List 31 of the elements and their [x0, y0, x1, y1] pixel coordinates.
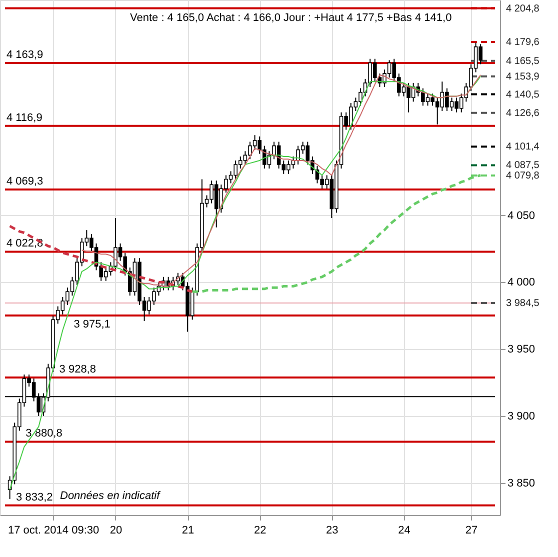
- ref-line-label: 4 153,9: [506, 71, 540, 82]
- x-tick-label: 21: [182, 524, 194, 536]
- ref-line-label: 4 069,3: [6, 176, 44, 188]
- ref-line-label: 3 975,1: [74, 318, 110, 331]
- ref-line-label: 4 116,9: [6, 112, 42, 124]
- y-tick-label: 4 050: [508, 210, 536, 222]
- ref-line-label: 4 101,4: [506, 142, 540, 153]
- x-tick-label: 24: [398, 524, 410, 536]
- ref-line-label: 4 204,8: [506, 3, 540, 14]
- ref-line-label: 4 126,6: [506, 108, 540, 119]
- ref-line-label: 4 087,5: [506, 160, 540, 172]
- x-tick-label: 17 oct. 2014 09:30: [8, 524, 100, 536]
- ref-line-label: 3 880,8: [26, 428, 62, 440]
- annotation: Données en indicatif: [60, 490, 161, 502]
- ref-line-label: 3 833,2: [16, 491, 53, 504]
- ref-line-label: 3 984,5: [506, 298, 540, 309]
- ref-line-label: 4 079,8: [506, 170, 540, 182]
- y-tick-label: 3 850: [508, 477, 536, 490]
- x-tick-label: 23: [326, 524, 338, 536]
- x-tick-label: 27: [465, 524, 478, 536]
- ref-line-label: 4 163,9: [6, 49, 44, 62]
- ref-line-label: 4 165,5: [506, 56, 540, 67]
- y-tick-label: 3 900: [508, 410, 536, 423]
- text: Vente : 4 165,0 Achat : 4 166,0 Jour : +Haut 4 177,5 +Bas 4 141,0: [130, 12, 452, 24]
- x-tick-label: 22: [254, 524, 266, 536]
- x-tick-label: 20: [110, 524, 122, 536]
- y-tick-label: 3 950: [508, 344, 536, 356]
- ref-line-label: 4 140,5: [506, 89, 540, 100]
- ref-line-label: 4 179,6: [506, 37, 540, 48]
- y-tick-label: 4 000: [508, 276, 536, 289]
- ref-line-label: 3 928,8: [59, 363, 96, 376]
